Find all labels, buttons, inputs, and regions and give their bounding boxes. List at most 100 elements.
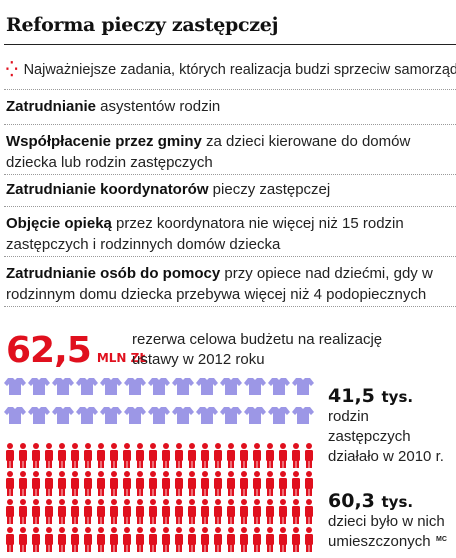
task-item-bold: Zatrudnianie bbox=[6, 98, 97, 115]
person-icon bbox=[123, 443, 131, 468]
shirt-icon bbox=[100, 378, 122, 395]
task-item: Współpłacenie przez gminy za dzieci kier… bbox=[6, 131, 452, 173]
person-icon bbox=[45, 499, 53, 524]
task-item: Zatrudnianie koordynatorów pieczy zastęp… bbox=[6, 179, 452, 200]
task-item-bold: Zatrudnianie osób do pomocy bbox=[6, 265, 221, 282]
children-description: dzieci było w nich umieszczonych bbox=[328, 513, 445, 550]
children-icon-grid bbox=[6, 443, 313, 552]
person-icon bbox=[227, 443, 235, 468]
children-stat: 60,3 tys. dzieci było w nich umieszczony… bbox=[328, 490, 454, 552]
person-icon bbox=[279, 443, 287, 468]
children-value: 60,3 bbox=[328, 490, 375, 512]
person-icon bbox=[162, 443, 170, 468]
person-icon bbox=[84, 471, 92, 496]
divider bbox=[4, 306, 456, 307]
person-icon bbox=[240, 527, 248, 552]
person-icon bbox=[32, 471, 40, 496]
person-icon bbox=[136, 527, 144, 552]
person-icon bbox=[175, 499, 183, 524]
budget-unit: MLN ZŁ bbox=[96, 351, 148, 365]
person-icon bbox=[84, 499, 92, 524]
shirt-icon bbox=[244, 378, 266, 395]
person-icon bbox=[266, 471, 274, 496]
person-icon bbox=[305, 499, 313, 524]
shirt-icon bbox=[124, 407, 146, 424]
shirt-icon bbox=[268, 378, 290, 395]
person-icon bbox=[97, 471, 105, 496]
person-icon bbox=[123, 527, 131, 552]
person-icon bbox=[71, 443, 79, 468]
person-icon bbox=[214, 471, 222, 496]
person-icon bbox=[162, 527, 170, 552]
person-icon bbox=[227, 527, 235, 552]
person-icon bbox=[279, 527, 287, 552]
shirt-icon bbox=[268, 407, 290, 424]
person-icon bbox=[214, 443, 222, 468]
task-item-bold: Zatrudnianie koordynatorów bbox=[6, 181, 209, 198]
person-icon bbox=[45, 443, 53, 468]
title-rule bbox=[4, 44, 456, 45]
person-icon bbox=[58, 499, 66, 524]
person-icon bbox=[162, 499, 170, 524]
task-item-text: przy opiece nad dziećmi, gdy w rodzinnym… bbox=[6, 265, 433, 303]
task-item-text: pieczy zastępczej bbox=[208, 181, 331, 198]
shirt-icon bbox=[52, 407, 74, 424]
shirt-icon bbox=[196, 378, 218, 395]
person-icon bbox=[97, 443, 105, 468]
person-icon bbox=[305, 471, 313, 496]
person-icon bbox=[240, 443, 248, 468]
person-icon bbox=[136, 471, 144, 496]
person-icon bbox=[279, 471, 287, 496]
person-icon bbox=[292, 499, 300, 524]
person-icon bbox=[201, 443, 209, 468]
person-icon bbox=[188, 471, 196, 496]
divider bbox=[4, 89, 456, 90]
person-icon bbox=[240, 499, 248, 524]
task-item-text: za dzieci kierowane do domów dziecka lub… bbox=[6, 133, 411, 171]
person-icon bbox=[19, 499, 27, 524]
person-icon bbox=[71, 527, 79, 552]
shirt-icon bbox=[220, 407, 242, 424]
person-icon bbox=[292, 527, 300, 552]
person-icon bbox=[201, 527, 209, 552]
task-item-text: asystentów rodzin bbox=[96, 98, 221, 115]
person-icon bbox=[227, 471, 235, 496]
person-icon bbox=[175, 471, 183, 496]
shirt-icon bbox=[52, 378, 74, 395]
subtitle-row: ⁛ Najważniejsze zadania, których realizac… bbox=[6, 62, 456, 78]
person-icon bbox=[214, 527, 222, 552]
person-icon bbox=[292, 443, 300, 468]
person-icon bbox=[305, 527, 313, 552]
person-icon bbox=[149, 471, 157, 496]
person-icon bbox=[45, 527, 53, 552]
children-unit: tys. bbox=[381, 493, 414, 511]
task-item-bold: Współpłacenie przez gminy bbox=[6, 133, 202, 150]
person-icon bbox=[19, 471, 27, 496]
person-icon bbox=[97, 499, 105, 524]
task-item: Zatrudnianie asystentów rodzin bbox=[6, 96, 452, 117]
person-icon bbox=[201, 471, 209, 496]
person-icon bbox=[279, 499, 287, 524]
person-icon bbox=[253, 499, 261, 524]
person-icon bbox=[214, 499, 222, 524]
person-icon bbox=[123, 499, 131, 524]
author-credit: MC bbox=[436, 536, 447, 543]
person-icon bbox=[188, 527, 196, 552]
person-icon bbox=[32, 527, 40, 552]
person-icon bbox=[6, 527, 14, 552]
person-icon bbox=[110, 499, 118, 524]
shirt-icon bbox=[4, 378, 26, 395]
shirt-icon bbox=[244, 407, 266, 424]
person-icon bbox=[175, 527, 183, 552]
person-icon bbox=[240, 471, 248, 496]
person-icon bbox=[227, 499, 235, 524]
shirt-icon bbox=[148, 407, 170, 424]
person-icon bbox=[175, 443, 183, 468]
task-item-bold: Objęcie opieką bbox=[6, 215, 112, 232]
person-icon bbox=[110, 527, 118, 552]
children-number: 60,3 tys. bbox=[328, 490, 454, 512]
person-icon bbox=[253, 471, 261, 496]
person-icon bbox=[149, 443, 157, 468]
person-icon bbox=[305, 443, 313, 468]
person-icon bbox=[266, 499, 274, 524]
